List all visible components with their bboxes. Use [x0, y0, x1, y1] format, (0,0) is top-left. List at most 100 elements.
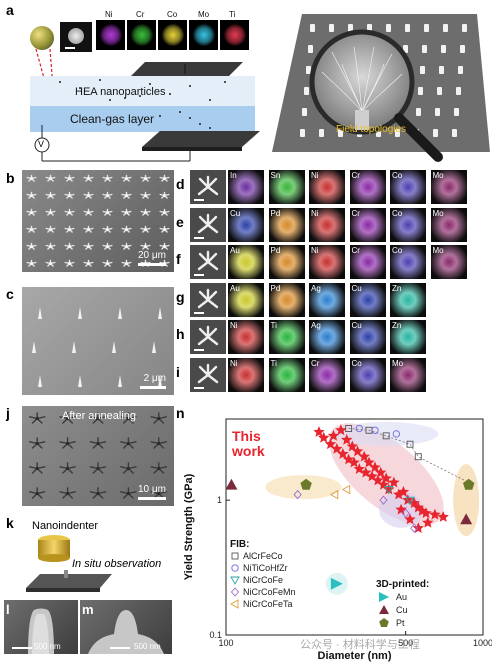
data-point-this-work — [346, 440, 358, 452]
element-label: Cr — [351, 246, 360, 255]
legend-marker — [231, 564, 239, 572]
element-map-i-cr: Cr — [309, 357, 345, 392]
data-point-pt — [300, 478, 312, 490]
element-map-d-sn: Sn — [268, 170, 305, 204]
data-point-nicrcofemn — [293, 489, 302, 500]
element-map-i-mo: Mo — [390, 357, 426, 392]
panel-b-label: b — [6, 170, 15, 186]
x-axis-title: Diameter (nm) — [318, 650, 392, 662]
element-map-f-au: Au — [228, 245, 264, 279]
legend-marker — [230, 576, 240, 585]
element-map-g-zn: Zn — [390, 282, 426, 317]
data-point-niticohfzr — [392, 430, 400, 438]
panel-f-sem-tile — [190, 245, 226, 279]
scale-bar — [138, 497, 166, 500]
x-tick-label: 500 — [398, 638, 413, 648]
voltage-label: V — [38, 139, 45, 149]
data-point-this-work — [380, 472, 392, 484]
element-map-h-ti: Ti — [268, 320, 305, 354]
data-point-alcrfeco — [345, 425, 353, 432]
printed-legend-title: 3D-printed: — [376, 579, 429, 590]
panel-g-sem-tile — [190, 282, 226, 317]
panel-h-label: h — [176, 326, 185, 342]
element-map-i-ti: Ti — [268, 357, 305, 392]
bottom-electrode — [34, 125, 260, 162]
scale-label: 20 μm — [138, 250, 166, 261]
panel-k-label: k — [6, 515, 14, 531]
this-work-annotation: work — [231, 443, 265, 459]
particle-dots — [59, 79, 226, 129]
legend-marker — [230, 599, 239, 609]
data-point-pt — [463, 478, 475, 490]
element-label: Cr — [351, 208, 360, 218]
field-topologies-label: Field topologies — [336, 124, 407, 135]
element-label: Co — [351, 358, 362, 368]
element-map-g-cu: Cu — [349, 282, 386, 317]
element-label: Ag — [311, 321, 321, 330]
data-point-nicrcofemn — [410, 523, 419, 533]
scale-label: 2 μm — [143, 373, 166, 384]
element-label: Co — [392, 171, 403, 180]
data-point-this-work — [318, 431, 330, 443]
element-map-h-zn: Zn — [390, 320, 426, 354]
panel-f-label: f — [176, 251, 181, 267]
nanostructure-array-magnifier — [272, 14, 490, 162]
x-tick-label: 1000 — [473, 638, 492, 648]
panel-c-sem-image: 2 μm — [22, 287, 174, 395]
element-label: Cu — [351, 283, 362, 293]
panel-h-sem-tile — [190, 320, 226, 354]
element-label: Ni — [230, 321, 238, 330]
element-label: Pd — [270, 246, 281, 255]
fib-legend-entry: NiCrCoFeMn — [243, 587, 296, 597]
yield-strength-chart: 100 500 1000 0.1 1 Diameter (nm) Yield Strengt… — [183, 418, 492, 662]
panel-d-sem-tile — [190, 170, 226, 204]
fib-legend-entry: NiCrCoFeTa — [243, 599, 293, 609]
element-map-g-ag: Ag — [309, 282, 345, 317]
element-map-g-au: Au — [228, 282, 264, 317]
data-point-this-work — [377, 478, 390, 490]
element-map-f-mo: Mo — [430, 245, 467, 279]
element-map-f-cr: Cr — [349, 245, 386, 279]
scale-label: 10 μm — [138, 484, 166, 495]
nanoindenter-label: Nanoindenter — [32, 520, 99, 532]
data-point-this-work — [404, 513, 416, 525]
element-map-h-ni: Ni — [228, 320, 264, 354]
element-label: Mo — [198, 10, 210, 19]
data-point-au — [330, 577, 343, 590]
data-point-this-work — [397, 486, 410, 497]
data-point-this-work — [383, 483, 395, 495]
data-point-this-work — [437, 511, 449, 522]
x-tick-label: 100 — [218, 638, 233, 648]
fib-legend-entry: NiTiCoHfZr — [243, 563, 288, 573]
panel-l-sem-image: 500 nm — [4, 600, 78, 654]
panel-e-label: e — [176, 213, 184, 230]
scale-label: 500 nm — [34, 642, 61, 651]
panel-n-label: n — [176, 405, 185, 421]
element-map-f-ni: Ni — [309, 245, 345, 279]
element-map-d-ni: Ni — [309, 170, 345, 204]
panel-j-sem-image: After annealing 10 μm — [22, 406, 174, 506]
element-label: Ti — [229, 10, 236, 19]
hea-nanoparticle-sphere — [30, 26, 54, 50]
element-label: Ni — [105, 10, 113, 19]
panel-i-label: i — [176, 363, 180, 380]
gas-label: Clean-gas layer — [70, 112, 155, 126]
element-label: Pd — [270, 283, 281, 293]
data-point-nicrcofe — [384, 486, 394, 495]
data-point-this-work — [331, 442, 343, 454]
y-tick-label: 0.1 — [209, 630, 222, 640]
element-map-grid: d In Sn Ni Cr Co Mo e Cu Pd Ni Cr Co Mo f Au Pd Ni Cr Co Mo g… — [176, 170, 494, 396]
data-point-nicrcofe — [405, 496, 415, 506]
element-map-e-mo: Mo — [430, 207, 467, 242]
element-label: Pd — [270, 208, 281, 218]
panel-d-label: d — [176, 176, 185, 192]
data-point-nicrcofeta — [341, 484, 351, 495]
data-point-niticohfzr — [371, 426, 379, 434]
element-label: Cr — [351, 171, 360, 180]
hea-label: HEA nanoparticles — [75, 86, 166, 98]
element-map-co — [158, 20, 187, 50]
data-point-this-work — [348, 456, 360, 468]
element-label: In — [230, 171, 237, 180]
data-point-this-work — [351, 445, 364, 457]
element-label: Sn — [270, 171, 281, 180]
